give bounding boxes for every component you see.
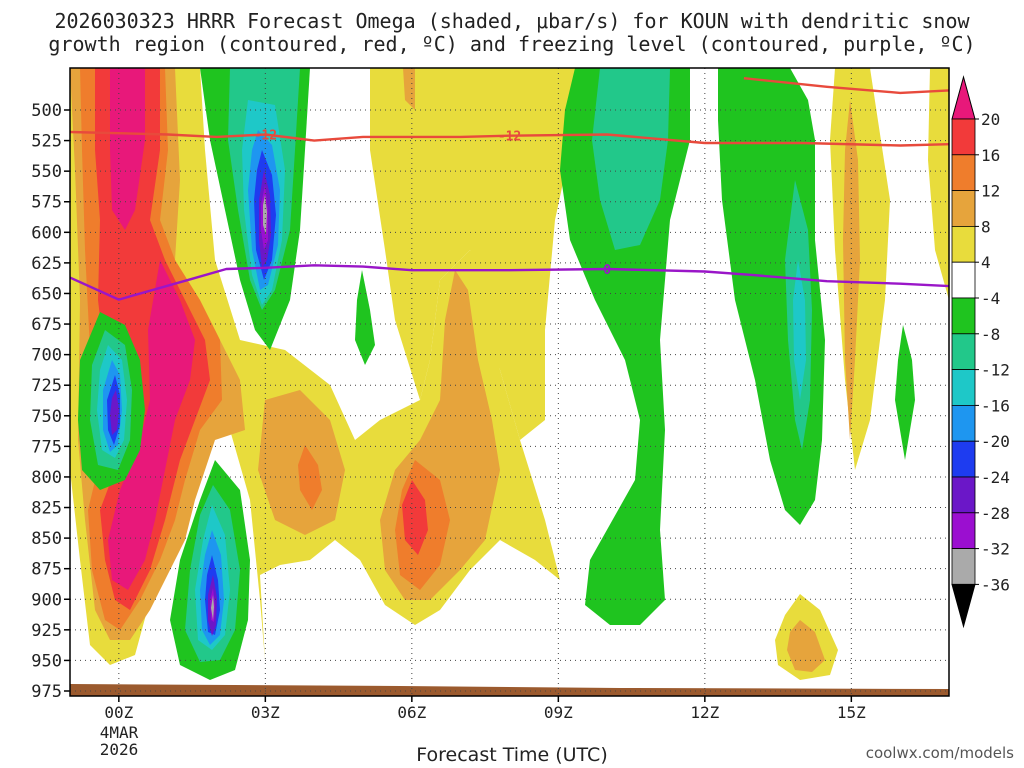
shade-magenta-band: [108, 260, 195, 590]
shade-yellow-06z-column: [370, 68, 580, 440]
y-tick-label: 775: [31, 437, 62, 457]
colorbar-label: 20: [981, 110, 1000, 129]
shade-cyan-14z: [793, 260, 806, 400]
contour-lines: -12 -12 0: [70, 77, 949, 301]
x-axis-ticks: 00Z 03Z 06Z 09Z 12Z 15Z: [104, 696, 866, 722]
y-tick-label: 900: [31, 590, 62, 610]
colorbar-label: -20: [981, 432, 1010, 451]
colorbar-segment: [951, 369, 976, 406]
colorbar-label: 4: [981, 253, 991, 272]
colorbar-label: -32: [981, 540, 1010, 559]
colorbar-segment: [951, 190, 976, 227]
y-tick-label: 550: [31, 162, 62, 182]
y-tick-label: 975: [31, 682, 62, 702]
x-tick-label: 00Z: [104, 703, 133, 722]
shade-green-10z: [560, 68, 690, 625]
contour-label: -12: [498, 130, 521, 145]
y-tick-label: 675: [31, 315, 62, 335]
date-label-line2: 2026: [100, 740, 139, 759]
contour-label: -12: [254, 128, 277, 143]
colorbar-segment: [951, 225, 976, 263]
x-tick-label: 15Z: [837, 703, 866, 722]
colorbar-segment: [951, 548, 976, 585]
plot-frame: [69, 67, 950, 697]
colorbar-segment: [951, 476, 976, 514]
colorbar-label: -16: [981, 396, 1010, 415]
colorbar-label: -24: [981, 468, 1010, 487]
colorbar-segment: [951, 261, 976, 299]
shade-teal-10z: [592, 68, 670, 250]
y-tick-label: 600: [31, 223, 62, 243]
y-tick-label: 625: [31, 254, 62, 274]
shade-green-16z: [895, 325, 915, 460]
colorbar-segment: [951, 512, 976, 549]
y-tick-label: 725: [31, 376, 62, 396]
colorbar-label: 12: [981, 182, 1000, 201]
colorbar-segment: [951, 440, 976, 478]
terrain-band: [70, 684, 949, 696]
contour-line: [70, 264, 949, 301]
y-tick-label: 800: [31, 468, 62, 488]
colorbar-segment: [951, 404, 976, 442]
y-tick-label: 850: [31, 529, 62, 549]
x-axis-label: Forecast Time (UTC): [416, 744, 608, 766]
y-tick-label: 500: [31, 101, 62, 121]
credit-text: coolwx.com/models: [865, 744, 1014, 762]
colorbar-label: 16: [981, 146, 1000, 165]
colorbar-segment: [951, 333, 976, 370]
colorbar-segment: [951, 297, 976, 335]
contour-line: [743, 77, 949, 95]
chart-title-line1: 2026030323 HRRR Forecast Omega (shaded, …: [54, 9, 970, 33]
colorbar-label: -28: [981, 504, 1010, 523]
y-tick-label: 825: [31, 499, 62, 519]
y-tick-label: 950: [31, 651, 62, 671]
y-tick-label: 700: [31, 346, 62, 366]
colorbar-bottom-arrow: [951, 583, 976, 629]
y-tick-label: 575: [31, 193, 62, 213]
shade-purple-00z: [110, 390, 119, 435]
colorbar-label: -36: [981, 575, 1010, 594]
shade-red-06z: [402, 480, 428, 555]
colorbar: 20 16 12 8 4 -4 -8 -12 -16 -20 -24 -28 -32 -36: [951, 75, 1010, 629]
shade-amber-15z: [843, 100, 860, 440]
x-tick-label: 09Z: [544, 703, 573, 722]
colorbar-segment: [951, 118, 976, 156]
y-tick-label: 525: [31, 132, 62, 152]
chart-title-line2: growth region (contoured, red, ºC) and f…: [48, 32, 976, 56]
y-axis-ticks: 500 525 550 575 600 625 650 675 700 725 750 775 800 8…: [31, 101, 70, 702]
date-label-line1: 4MAR: [100, 723, 139, 742]
colorbar-top-arrow: [951, 75, 976, 120]
shade-yellow-far-right: [928, 68, 949, 300]
y-tick-label: 650: [31, 284, 62, 304]
contour-label: 0: [603, 263, 611, 278]
colorbar-label: -12: [981, 361, 1010, 380]
y-tick-label: 875: [31, 560, 62, 580]
x-tick-label: 12Z: [690, 703, 719, 722]
colorbar-label: -4: [981, 289, 1000, 308]
shade-gray-03z: [263, 195, 267, 235]
y-tick-label: 925: [31, 621, 62, 641]
contour-line: [70, 130, 949, 147]
colorbar-label: -8: [981, 325, 1000, 344]
colorbar-segment: [951, 154, 976, 192]
y-tick-label: 750: [31, 407, 62, 427]
x-tick-label: 03Z: [251, 703, 280, 722]
colorbar-label: 8: [981, 217, 991, 236]
shade-gray-02z-low: [211, 595, 214, 620]
omega-shading: [70, 68, 949, 696]
shade-amber-14z-low: [787, 620, 825, 672]
x-tick-label: 06Z: [397, 703, 426, 722]
shade-orange-03z: [298, 445, 322, 510]
